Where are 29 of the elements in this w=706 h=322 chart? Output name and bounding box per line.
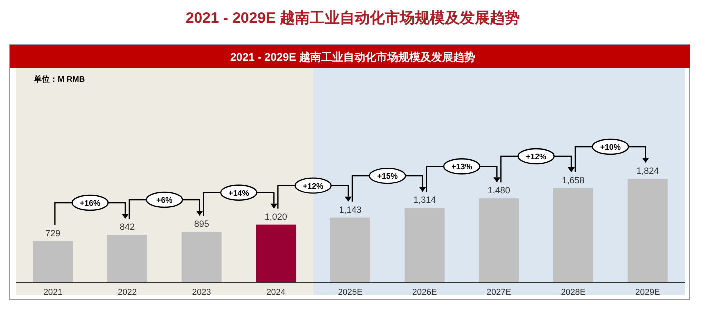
annotation: +6% (156, 196, 173, 205)
data-label: 729 (46, 228, 61, 238)
x-tick-label: 2029E (636, 287, 660, 297)
text: +10% (600, 143, 622, 152)
data-label: 1,658 (562, 175, 585, 186)
title: 2021 - 2029E 越南工业自动化市场规模及发展趋势 (186, 10, 520, 27)
data-label: 1,020 (264, 212, 288, 222)
annotation: +15% (377, 172, 398, 182)
x-tick-label: 2021 (44, 287, 63, 297)
data-label: 1,314 (414, 195, 436, 206)
annotation: +12% (302, 182, 324, 191)
data-label: 895 (194, 218, 210, 229)
x-tick-label: 2026E (412, 287, 438, 297)
x-tick-label: 2027E (486, 287, 512, 297)
text: +13% (452, 162, 472, 172)
data-label: 842 (120, 222, 136, 232)
x-tick-label: 2023 (192, 287, 212, 297)
data-label: 1,824 (636, 166, 660, 176)
x-tick-label: 2024 (266, 287, 286, 297)
text: +12% (526, 152, 547, 162)
annotation: +16% (80, 198, 101, 208)
x-tick-label: 2022 (118, 287, 138, 297)
x-tick-label: 2025E (338, 287, 364, 297)
text: 单位：M RMB (33, 75, 86, 84)
data-label: 1,480 (488, 186, 510, 196)
annotation: +14% (228, 188, 250, 198)
x-tick-label: 2028E (561, 287, 586, 297)
data-label: 1,143 (339, 204, 362, 215)
subtitle: 2021 - 2029E 越南工业自动化市场规模及发展趋势 (230, 52, 476, 64)
